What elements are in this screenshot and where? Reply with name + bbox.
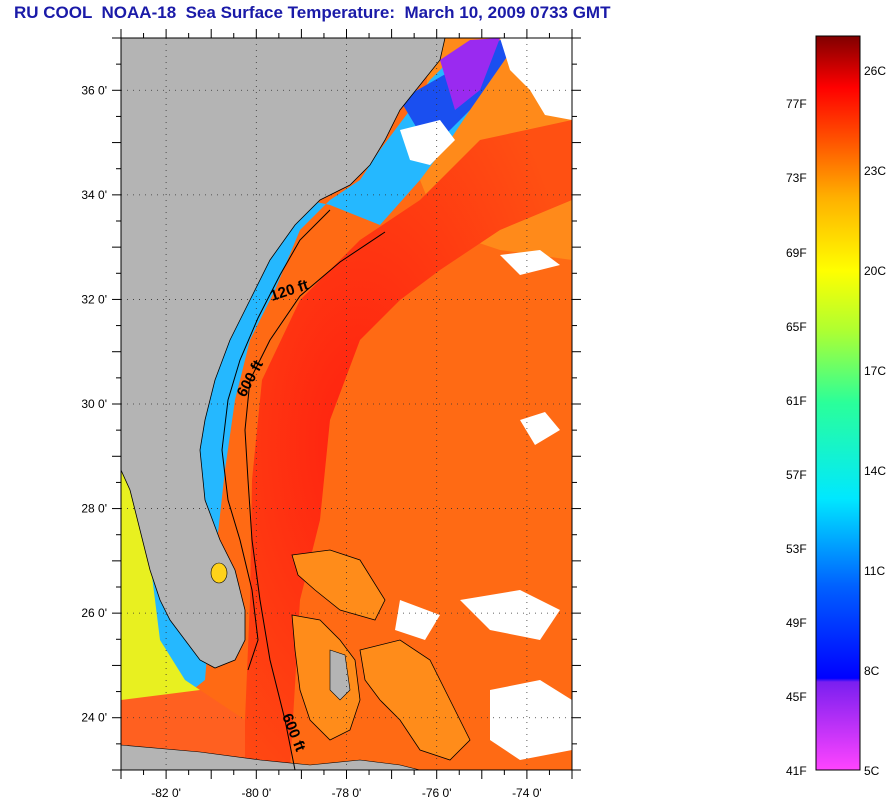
andros-island [329, 649, 351, 701]
lat-tick-label: 28 0' [81, 502, 107, 516]
celsius-label: 8C [864, 664, 880, 678]
sst-map [121, 38, 572, 770]
fahrenheit-label: 65F [786, 320, 807, 334]
color-scale: 77F 73F 69F 65F 61F 57F 53F 49F 45F 41F 26C 23C 20C… [786, 35, 886, 778]
lon-tick-label: -76 0' [422, 786, 452, 800]
longitude-labels: -82 0' -80 0' -78 0' -76 0' -74 0' [151, 786, 541, 800]
cloud-cover [395, 38, 572, 760]
lat-tick-label: 30 0' [81, 397, 107, 411]
isobath-120ft [221, 209, 331, 671]
fahrenheit-label: 69F [786, 246, 807, 260]
little-bahama-bank [291, 549, 386, 621]
gulf-stream [245, 120, 572, 770]
lat-tick-label: 32 0' [81, 292, 107, 306]
axis-ticks [112, 29, 581, 779]
fahrenheit-label: 45F [786, 690, 807, 704]
celsius-label: 5C [864, 764, 880, 778]
celsius-label: 14C [864, 464, 886, 478]
celsius-label: 20C [864, 264, 886, 278]
celsius-label: 23C [864, 164, 886, 178]
lake-okeechobee [210, 562, 228, 584]
lon-tick-label: -78 0' [332, 786, 362, 800]
fahrenheit-label: 49F [786, 616, 807, 630]
fahrenheit-label: 77F [786, 97, 807, 111]
lat-tick-label: 36 0' [81, 83, 107, 97]
celsius-label: 11C [864, 564, 885, 578]
lat-tick-label: 26 0' [81, 606, 107, 620]
lat-tick-label: 34 0' [81, 188, 107, 202]
eastern-bahamas [359, 639, 471, 761]
lon-tick-label: -74 0' [512, 786, 542, 800]
fahrenheit-labels: 77F 73F 69F 65F 61F 57F 53F 49F 45F 41F [786, 97, 807, 778]
color-scale-bar [815, 35, 861, 771]
latitude-labels: 36 0' 34 0' 32 0' 30 0' 28 0' 26 0' 24 0' [81, 83, 107, 724]
lon-tick-label: -80 0' [241, 786, 271, 800]
land-us-southeast [121, 38, 446, 669]
lon-tick-label: -82 0' [151, 786, 181, 800]
fahrenheit-label: 57F [786, 468, 807, 482]
celsius-label: 17C [864, 364, 886, 378]
lat-tick-label: 24 0' [81, 711, 107, 725]
cuba-coast [121, 744, 421, 770]
fahrenheit-label: 61F [786, 394, 807, 408]
fahrenheit-label: 53F [786, 542, 807, 556]
graticule [121, 38, 572, 770]
isobath-600ft [244, 231, 386, 770]
great-bahama-bank [291, 614, 361, 741]
map-title: RU COOL NOAA-18 Sea Surface Temperature:… [14, 3, 611, 22]
fahrenheit-label: 73F [786, 171, 807, 185]
fahrenheit-label: 41F [786, 764, 807, 778]
celsius-label: 26C [864, 64, 886, 78]
coldest-water [440, 38, 500, 110]
celsius-labels: 26C 23C 20C 17C 14C 11C 8C 5C [864, 64, 886, 778]
